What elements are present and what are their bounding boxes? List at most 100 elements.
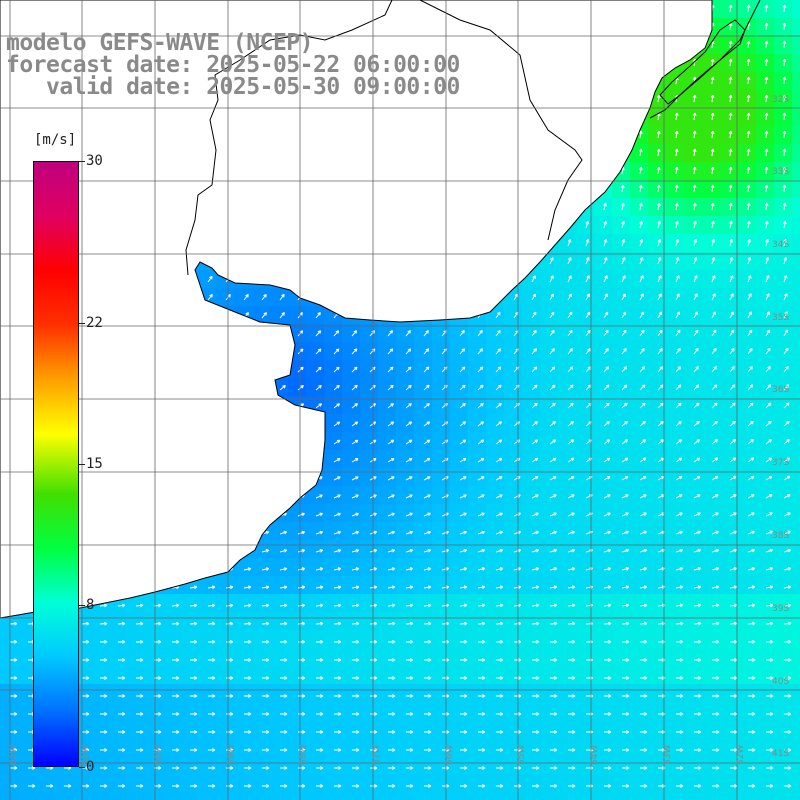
ocean-cell (576, 378, 594, 396)
ocean-cell (756, 774, 774, 792)
ocean-cell (630, 144, 648, 162)
ocean-cell (360, 450, 378, 468)
wind-arrow (764, 40, 769, 49)
ocean-cell (792, 558, 800, 576)
ocean-cell (684, 738, 702, 756)
ocean-cell (738, 468, 756, 486)
ocean-cell (306, 576, 324, 594)
ocean-cell (108, 702, 126, 720)
ocean-cell (90, 612, 108, 630)
ocean-cell (612, 648, 630, 666)
ocean-cell (594, 558, 612, 576)
ocean-cell (774, 738, 792, 756)
ocean-cell (234, 792, 252, 800)
ocean-cell (252, 576, 270, 594)
ocean-cell (630, 180, 648, 198)
ocean-cell (594, 414, 612, 432)
ocean-cell (54, 792, 72, 800)
ocean-cell (306, 756, 324, 774)
ocean-cell (270, 288, 288, 306)
ocean-cell (684, 774, 702, 792)
ocean-cell (396, 468, 414, 486)
ocean-cell (342, 684, 360, 702)
ocean-cell (684, 144, 702, 162)
ocean-cell (792, 54, 800, 72)
ocean-cell (432, 450, 450, 468)
ocean-cell (684, 612, 702, 630)
ocean-cell (594, 594, 612, 612)
ocean-cell (720, 342, 738, 360)
ocean-cell (576, 360, 594, 378)
ocean-cell (756, 360, 774, 378)
ocean-cell (720, 252, 738, 270)
ocean-cell (288, 774, 306, 792)
ocean-cell (396, 612, 414, 630)
ocean-cell (378, 612, 396, 630)
ocean-cell (162, 666, 180, 684)
ocean-cell (126, 720, 144, 738)
ocean-cell (756, 612, 774, 630)
wind-arrow (782, 4, 787, 13)
ocean-cell (576, 630, 594, 648)
ocean-cell (576, 576, 594, 594)
ocean-cell (774, 54, 792, 72)
ocean-cell (558, 522, 576, 540)
ocean-cell (612, 180, 630, 198)
ocean-cell (432, 504, 450, 522)
ocean-cell (396, 702, 414, 720)
ocean-cell (504, 594, 522, 612)
ocean-cell (648, 396, 666, 414)
ocean-cell (648, 468, 666, 486)
ocean-cell (216, 774, 234, 792)
ocean-cell (360, 756, 378, 774)
ocean-cell (576, 738, 594, 756)
ocean-cell (450, 774, 468, 792)
ocean-cell (342, 486, 360, 504)
ocean-cell (612, 666, 630, 684)
ocean-cell (396, 630, 414, 648)
ocean-cell (126, 594, 144, 612)
ocean-cell (774, 90, 792, 108)
ocean-cell (792, 774, 800, 792)
ocean-cell (180, 630, 198, 648)
ocean-cell (270, 738, 288, 756)
ocean-cell (594, 378, 612, 396)
ocean-cell (216, 648, 234, 666)
ocean-cell (756, 576, 774, 594)
ocean-cell (90, 774, 108, 792)
ocean-cell (378, 378, 396, 396)
ocean-cell (234, 684, 252, 702)
ocean-cell (774, 324, 792, 342)
ocean-cell (396, 792, 414, 800)
ocean-cell (504, 306, 522, 324)
ocean-cell (702, 720, 720, 738)
ocean-cell (432, 792, 450, 800)
ocean-cell (486, 432, 504, 450)
ocean-cell (720, 180, 738, 198)
ocean-cell (288, 738, 306, 756)
ocean-cell (666, 360, 684, 378)
ocean-cell (720, 504, 738, 522)
ocean-cell (702, 792, 720, 800)
ocean-cell (666, 684, 684, 702)
ocean-cell (414, 378, 432, 396)
ocean-cell (738, 666, 756, 684)
ocean-cell (612, 720, 630, 738)
ocean-cell (468, 324, 486, 342)
ocean-cell (90, 720, 108, 738)
ocean-cell (630, 486, 648, 504)
ocean-cell (684, 180, 702, 198)
ocean-cell (666, 540, 684, 558)
ocean-cell (720, 576, 738, 594)
ocean-cell (234, 738, 252, 756)
ocean-cell (648, 792, 666, 800)
ocean-cell (306, 648, 324, 666)
ocean-cell (630, 666, 648, 684)
longitude-label: 56W (445, 745, 455, 765)
ocean-cell (198, 774, 216, 792)
ocean-cell (540, 378, 558, 396)
ocean-cell (504, 792, 522, 800)
wind-arrow (746, 4, 751, 13)
ocean-cell (378, 648, 396, 666)
ocean-cell (738, 576, 756, 594)
